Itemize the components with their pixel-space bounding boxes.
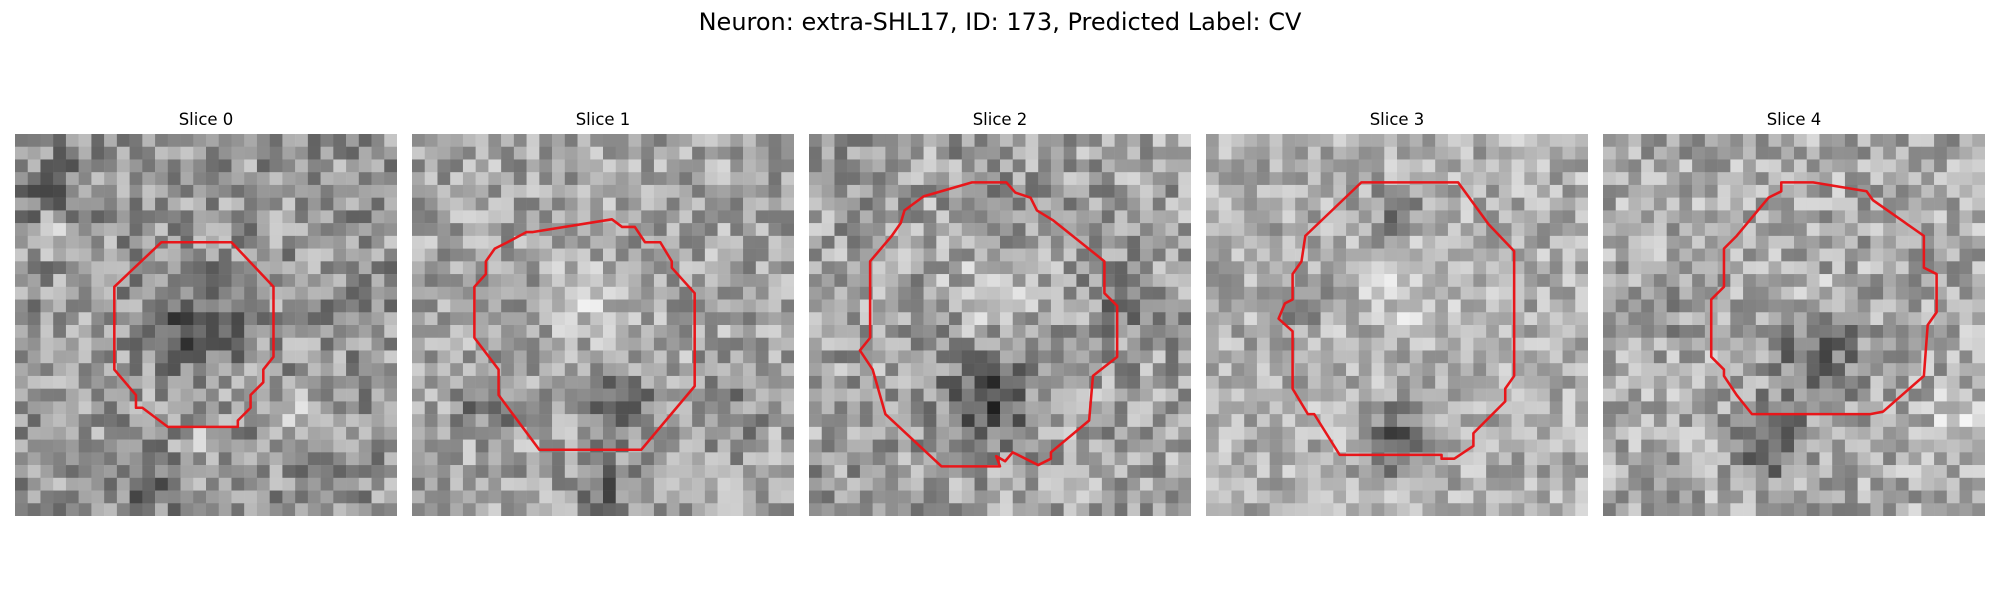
slice-title-2: Slice 2 [972,110,1028,129]
slice-panel-3: Slice 3 [1206,108,1588,518]
slice-image-0 [15,134,397,516]
slice-pixel-grid [809,134,1191,516]
neuron-contour-outline [113,240,275,429]
slice-image-3 [1206,134,1588,516]
neuron-contour-outline [1277,181,1516,460]
slice-panel-0: Slice 0 [15,108,397,518]
slice-title-3: Slice 3 [1369,110,1425,129]
slice-panel-1: Slice 1 [412,108,794,518]
slice-title-4: Slice 4 [1766,110,1822,129]
slice-pixel-grid [412,134,794,516]
slice-pixel-grid [1206,134,1588,516]
figure-title: Neuron: extra-SHL17, ID: 173, Predicted … [698,8,1302,36]
slice-image-1 [412,134,794,516]
slice-panel-2: Slice 2 [809,108,1191,518]
neuron-contour-outline [473,218,696,452]
slice-image-2 [809,134,1191,516]
slice-pixel-grid [15,134,397,516]
slice-title-1: Slice 1 [575,110,631,129]
slice-pixel-grid [1603,134,1985,516]
neuron-contour-outline [858,181,1119,468]
slice-title-0: Slice 0 [178,110,234,129]
slice-panel-4: Slice 4 [1603,108,1985,518]
neuron-contour-outline [1709,181,1938,416]
slice-image-4 [1603,134,1985,516]
